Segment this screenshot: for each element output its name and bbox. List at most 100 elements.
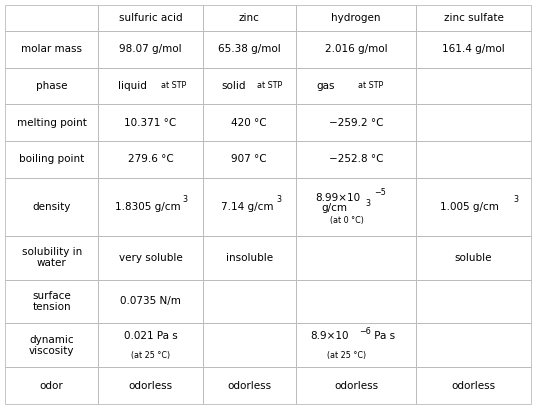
Text: molar mass: molar mass [21,44,82,54]
Bar [98,178,202,236]
Bar [5,236,98,279]
Text: 3: 3 [514,195,518,204]
Bar [296,67,416,104]
Bar [416,279,531,324]
Text: 420 °C: 420 °C [232,118,267,128]
Bar [296,31,416,67]
Bar [296,178,416,236]
Bar [5,324,98,367]
Bar [202,67,296,104]
Bar [416,236,531,279]
Bar [98,104,202,141]
Bar [5,141,98,178]
Text: zinc: zinc [239,13,259,23]
Text: 1.005 g/cm: 1.005 g/cm [440,202,499,212]
Text: insoluble: insoluble [226,253,273,263]
Text: −5: −5 [374,188,386,197]
Text: odorless: odorless [334,381,378,391]
Text: −6: −6 [358,327,370,336]
Bar [202,324,296,367]
Bar [98,236,202,279]
Bar [5,367,98,404]
Bar [202,178,296,236]
Text: solubility in
water: solubility in water [22,247,82,268]
Bar [296,104,416,141]
Bar [202,31,296,67]
Bar [5,67,98,104]
Text: 8.99×10: 8.99×10 [316,193,361,203]
Text: 3: 3 [366,199,370,208]
Bar [202,141,296,178]
Text: odorless: odorless [227,381,271,391]
Bar [98,279,202,324]
Text: boiling point: boiling point [19,155,84,164]
Text: sulfuric acid: sulfuric acid [119,13,182,23]
Bar [296,279,416,324]
Text: 10.371 °C: 10.371 °C [125,118,177,128]
Bar [98,324,202,367]
Bar [5,31,98,67]
Bar [98,367,202,404]
Text: soluble: soluble [455,253,492,263]
Text: 279.6 °C: 279.6 °C [128,155,174,164]
Bar [416,141,531,178]
Text: 2.016 g/mol: 2.016 g/mol [325,44,387,54]
Text: gas: gas [317,81,335,91]
Bar [296,324,416,367]
Bar [202,5,296,31]
Bar [202,279,296,324]
Text: very soluble: very soluble [119,253,182,263]
Bar [98,5,202,31]
Bar [416,5,531,31]
Bar [202,367,296,404]
Text: (at 25 °C): (at 25 °C) [327,351,366,360]
Text: 907 °C: 907 °C [232,155,267,164]
Text: at STP: at STP [257,81,282,90]
Text: 8.9×10: 8.9×10 [311,331,349,341]
Text: zinc sulfate: zinc sulfate [444,13,504,23]
Bar [416,104,531,141]
Text: (at 25 °C): (at 25 °C) [131,351,170,360]
Text: hydrogen: hydrogen [331,13,381,23]
Text: −259.2 °C: −259.2 °C [329,118,384,128]
Bar [416,31,531,67]
Text: (at 0 °C): (at 0 °C) [330,216,363,225]
Text: 1.8305 g/cm: 1.8305 g/cm [115,202,180,212]
Text: 65.38 g/mol: 65.38 g/mol [218,44,281,54]
Bar [416,178,531,236]
Bar [5,279,98,324]
Bar [98,31,202,67]
Text: 0.0735 N/m: 0.0735 N/m [120,297,181,306]
Text: 98.07 g/mol: 98.07 g/mol [119,44,182,54]
Text: solid: solid [221,81,246,91]
Text: 7.14 g/cm: 7.14 g/cm [221,202,274,212]
Text: Pa s: Pa s [370,331,394,341]
Text: g/cm: g/cm [322,203,348,213]
Bar [296,367,416,404]
Text: 0.021 Pa s: 0.021 Pa s [123,331,177,341]
Bar [296,236,416,279]
Text: odorless: odorless [128,381,172,391]
Bar [98,67,202,104]
Text: phase: phase [36,81,67,91]
Bar [98,141,202,178]
Bar [202,236,296,279]
Text: 3: 3 [277,195,282,204]
Text: at STP: at STP [161,81,186,90]
Text: odor: odor [40,381,64,391]
Text: surface
tension: surface tension [32,291,71,312]
Bar [416,67,531,104]
Text: liquid: liquid [119,81,147,91]
Text: odorless: odorless [452,381,496,391]
Bar [5,178,98,236]
Bar [5,104,98,141]
Text: −252.8 °C: −252.8 °C [329,155,384,164]
Text: dynamic
viscosity: dynamic viscosity [29,335,75,356]
Bar [296,141,416,178]
Bar [416,324,531,367]
Bar [5,5,98,31]
Text: melting point: melting point [17,118,86,128]
Text: at STP: at STP [358,81,383,90]
Bar [416,367,531,404]
Text: density: density [33,202,71,212]
